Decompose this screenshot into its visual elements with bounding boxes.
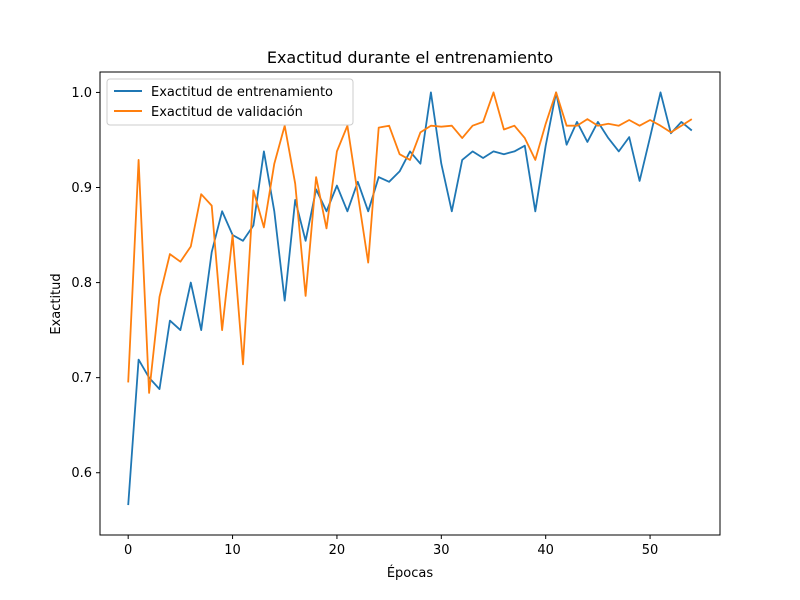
chart-title: Exactitud durante el entrenamiento — [267, 48, 553, 67]
legend-box — [106, 78, 354, 126]
legend-label-validation: Exactitud de validación — [151, 105, 303, 120]
y-tick-label: 0.7 — [71, 371, 92, 386]
x-tick-label: 10 — [224, 543, 241, 558]
legend-label-training: Exactitud de entrenamiento — [151, 85, 333, 100]
x-tick-label: 40 — [537, 543, 554, 558]
y-tick-label: 0.9 — [71, 181, 92, 196]
y-tick-label: 1.0 — [71, 86, 92, 101]
series-line-validation — [127, 91, 693, 394]
series-line-training — [127, 91, 693, 506]
x-tick-label: 0 — [124, 543, 132, 558]
x-tick-label: 50 — [642, 543, 659, 558]
plot-frame — [99, 71, 721, 536]
y-tick-label: 0.8 — [71, 276, 92, 291]
y-tick-label: 0.6 — [71, 466, 92, 481]
plot-lines — [127, 91, 693, 506]
x-tick-label: 20 — [329, 543, 346, 558]
x-tick-label: 30 — [433, 543, 450, 558]
x-axis-label: Épocas — [387, 565, 434, 581]
axis-ticks: 0 10 20 30 40 50 0.6 0.7 0.8 0.9 1.0 — [71, 86, 658, 558]
legend: Exactitud de entrenamiento Exactitud de … — [106, 78, 354, 126]
y-axis-label: Exactitud — [49, 273, 64, 334]
